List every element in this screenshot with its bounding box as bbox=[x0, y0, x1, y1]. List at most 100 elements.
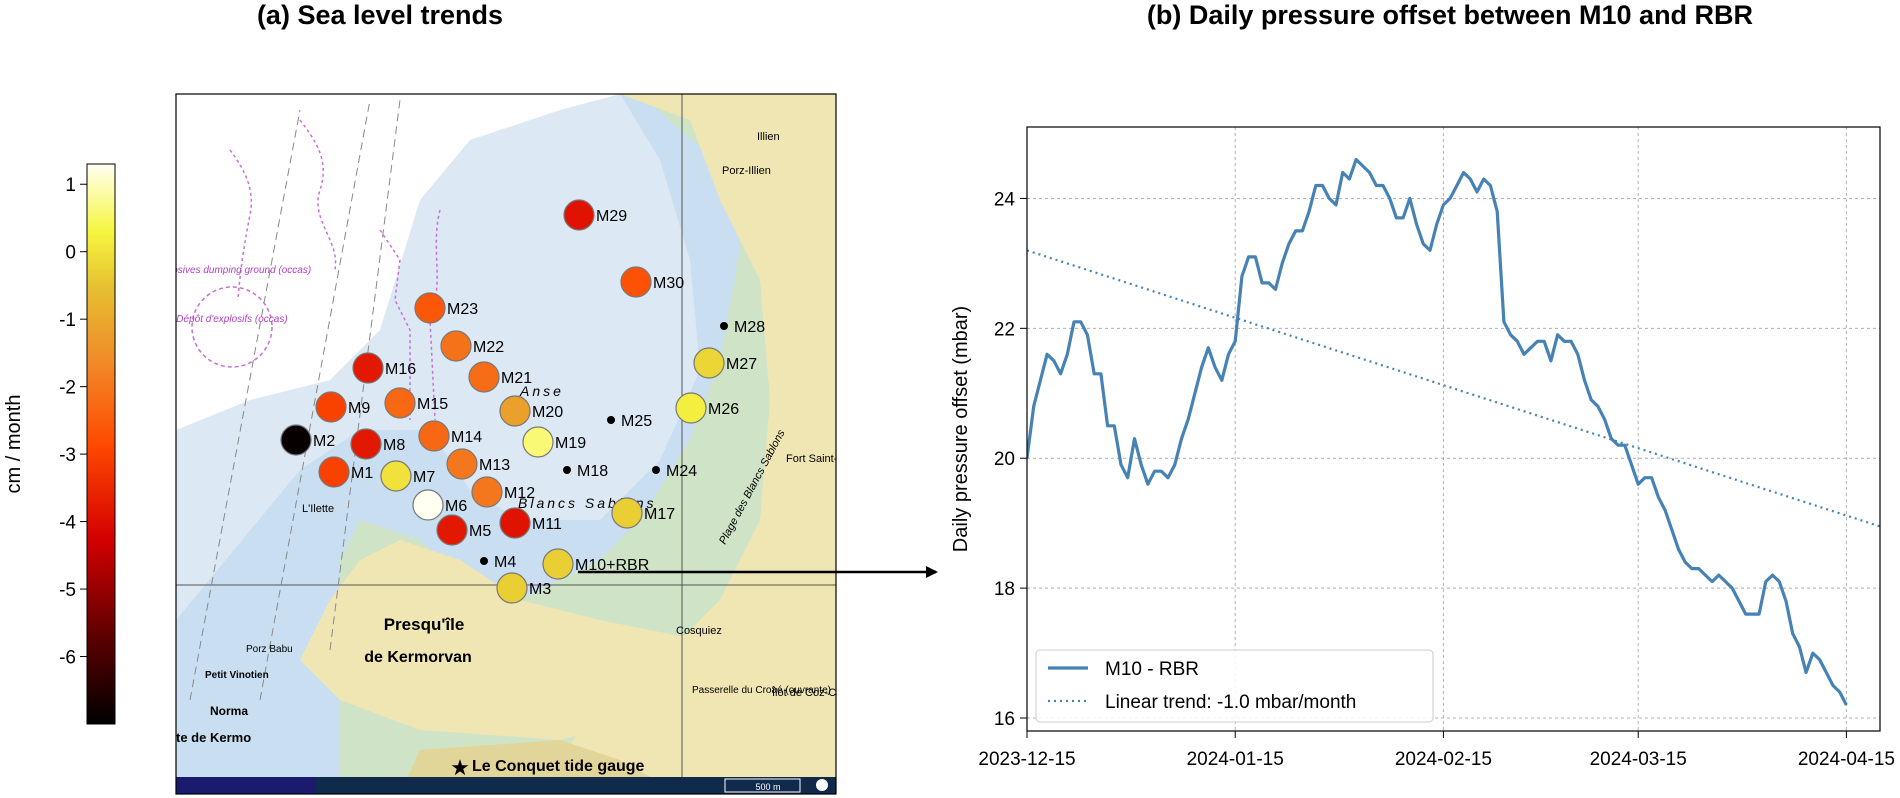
station-m19-label: M19 bbox=[555, 435, 586, 452]
colorbar-tick-label: -2 bbox=[59, 378, 76, 399]
station-m24-dot bbox=[652, 466, 660, 474]
plot-frame bbox=[1026, 126, 1881, 732]
label-porz-illien: Porz-Illien bbox=[722, 165, 771, 177]
label-cosquiez: Cosquiez bbox=[676, 625, 722, 637]
y-tick-label: 22 bbox=[994, 319, 1015, 340]
label-ilot: Îlot de Coz-Cast bbox=[771, 686, 851, 699]
x-tick-label: 2024-04-15 bbox=[1798, 749, 1895, 770]
label-passerelle: Passerelle du Croaé (ouvrante) bbox=[692, 685, 831, 696]
y-tick-label: 20 bbox=[994, 449, 1015, 470]
map-frame bbox=[175, 93, 837, 795]
x-tick-label: 2024-01-15 bbox=[1187, 749, 1284, 770]
legend-box bbox=[1035, 649, 1434, 723]
station-m25-label: M25 bbox=[621, 413, 652, 430]
label-fort: Fort Saint-Loui bbox=[786, 453, 858, 465]
colorbar-tick-label: -1 bbox=[59, 310, 76, 331]
colorbar-tick-label: -6 bbox=[59, 648, 76, 669]
chart-legend: M10 - RBR Linear trend: -1.0 mbar/month bbox=[1035, 649, 1434, 723]
label-petit-vinotien: Petit Vinotien bbox=[205, 670, 269, 681]
station-m17-label: M17 bbox=[644, 506, 675, 523]
label-presquile: Presqu'île bbox=[384, 615, 465, 634]
label-kermorvan: de Kermorvan bbox=[364, 649, 472, 666]
label-explosives: Explosives dumping ground (occas) bbox=[153, 265, 311, 276]
colorbar-ticks: 1 0 -1 -2 -3 -4 -5 -6 bbox=[59, 175, 87, 669]
station-m11-label: M11 bbox=[532, 516, 562, 533]
station-m20-marker bbox=[499, 395, 531, 427]
station-m9-label: M9 bbox=[348, 400, 370, 417]
station-m7-label: M7 bbox=[413, 469, 435, 486]
colorbar-tick-label: 1 bbox=[65, 175, 76, 196]
station-m10-rbr-marker bbox=[542, 548, 574, 580]
colorbar: 1 0 -1 -2 -3 -4 -5 -6 cm / month bbox=[3, 163, 116, 725]
station-m23-label: M23 bbox=[447, 301, 478, 318]
colorbar-tick-label: -3 bbox=[59, 445, 76, 466]
station-m3-marker bbox=[496, 572, 528, 604]
map-scale-bar-left bbox=[176, 777, 316, 794]
station-m11-marker bbox=[499, 507, 531, 539]
station-m25-dot bbox=[607, 416, 615, 424]
station-m15-marker bbox=[384, 387, 416, 419]
station-m27-label: M27 bbox=[726, 356, 757, 373]
y-axis-ticks: 16 18 20 22 24 bbox=[994, 189, 1027, 730]
colorbar-gradient bbox=[86, 163, 116, 725]
station-m20-label: M20 bbox=[532, 404, 563, 421]
station-m8-label: M8 bbox=[383, 437, 405, 454]
station-m5-label: M5 bbox=[469, 523, 491, 540]
station-m3-label: M3 bbox=[529, 581, 551, 598]
map-land bbox=[540, 94, 836, 794]
station-m18-label: M18 bbox=[577, 463, 608, 480]
colorbar-tick-label: -5 bbox=[59, 580, 76, 601]
station-m29-marker bbox=[563, 199, 595, 231]
line-chart: 2023-12-15 2024-01-15 2024-02-15 2024-03-15… bbox=[950, 126, 1895, 770]
station-m7-marker bbox=[380, 460, 412, 492]
station-m21-label: M21 bbox=[501, 370, 532, 387]
tide-gauge-star-icon: ★ bbox=[450, 755, 470, 780]
map-scale-box bbox=[724, 778, 801, 793]
station-m2-marker bbox=[280, 424, 312, 456]
station-m2-label: M2 bbox=[313, 433, 335, 450]
station-m12-marker bbox=[471, 476, 503, 508]
map-leading-line-2 bbox=[259, 99, 371, 701]
map-kermorvan-land bbox=[300, 540, 720, 740]
plot-area bbox=[1027, 127, 1880, 731]
station-m18-dot bbox=[563, 466, 571, 474]
station-m29-label: M29 bbox=[596, 208, 627, 225]
station-m1-marker bbox=[318, 456, 350, 488]
station-m26-marker bbox=[675, 392, 707, 424]
station-m21-marker bbox=[468, 361, 500, 393]
station-m14-label: M14 bbox=[451, 429, 482, 446]
x-tick-label: 2024-03-15 bbox=[1590, 749, 1687, 770]
station-m22-marker bbox=[440, 330, 472, 362]
panel-a-title: (a) Sea level trends bbox=[256, 0, 504, 30]
map-copyright-icon bbox=[816, 779, 828, 791]
station-m4-dot bbox=[480, 557, 488, 565]
station-m6-label: M6 bbox=[445, 498, 467, 515]
label-pointe: te de Kermo bbox=[176, 730, 251, 745]
station-m16-label: M16 bbox=[385, 361, 416, 378]
station-m26-label: M26 bbox=[708, 401, 739, 418]
map-scale-bar-strip bbox=[176, 777, 836, 794]
colorbar-tick-label: -4 bbox=[59, 513, 76, 534]
series-m10-rbr bbox=[1027, 157, 1848, 706]
station-m10-rbr-label: M10+RBR bbox=[575, 557, 649, 574]
station-m23-marker bbox=[414, 292, 446, 324]
map-scale-label: 500 m bbox=[755, 782, 780, 792]
station-m19-marker bbox=[522, 426, 554, 458]
map-leading-line-1 bbox=[189, 109, 301, 701]
station-m13-marker bbox=[446, 448, 478, 480]
label-illien: Illien bbox=[757, 131, 780, 143]
y-tick-label: 18 bbox=[994, 579, 1015, 600]
tide-gauge-label: Le Conquet tide gauge bbox=[472, 758, 645, 775]
nautical-map: Explosives dumping ground (occas) Dépôt … bbox=[153, 93, 858, 795]
station-m14-marker bbox=[418, 420, 450, 452]
station-m15-label: M15 bbox=[417, 396, 448, 413]
colorbar-tick-label: 0 bbox=[65, 243, 76, 264]
y-tick-label: 16 bbox=[994, 709, 1015, 730]
station-m30-marker bbox=[620, 266, 652, 298]
station-m28-label: M28 bbox=[734, 319, 765, 336]
panel-b-title: (b) Daily pressure offset between M10 an… bbox=[1146, 0, 1754, 30]
x-tick-label: 2023-12-15 bbox=[978, 749, 1075, 770]
x-axis-ticks: 2023-12-15 2024-01-15 2024-02-15 2024-03-15… bbox=[978, 731, 1895, 770]
